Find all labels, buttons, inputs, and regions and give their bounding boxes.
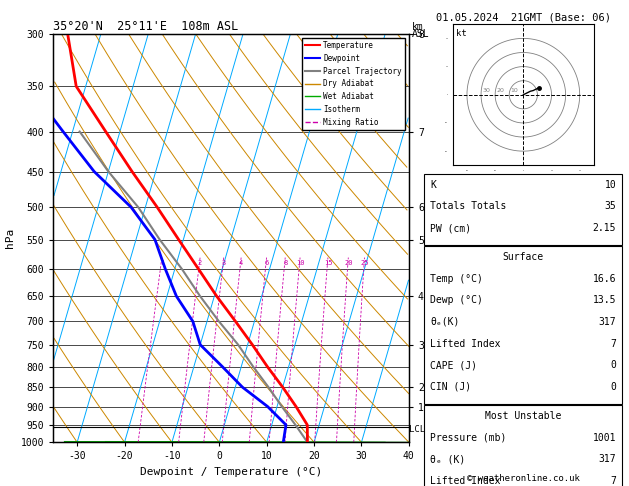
Text: 7: 7 [610,339,616,348]
Legend: Temperature, Dewpoint, Parcel Trajectory, Dry Adiabat, Wet Adiabat, Isotherm, Mi: Temperature, Dewpoint, Parcel Trajectory… [302,38,405,130]
Text: 15: 15 [324,260,332,265]
Text: Totals Totals: Totals Totals [430,201,507,211]
Bar [425,246,622,403]
Text: θₑ (K): θₑ (K) [430,454,465,464]
Text: 3: 3 [221,260,226,265]
Text: 2: 2 [198,260,202,265]
Text: LCL: LCL [409,425,426,434]
Text: 317: 317 [599,317,616,327]
Text: CAPE (J): CAPE (J) [430,360,477,370]
Y-axis label: Mixing Ratio (g/kg): Mixing Ratio (g/kg) [438,187,447,289]
Text: CIN (J): CIN (J) [430,382,472,392]
Text: 13.5: 13.5 [593,295,616,305]
Text: 0: 0 [610,382,616,392]
Text: © weatheronline.co.uk: © weatheronline.co.uk [467,474,580,483]
Text: 35: 35 [604,201,616,211]
Bar [425,174,622,245]
Text: Dewp (°C): Dewp (°C) [430,295,483,305]
Y-axis label: hPa: hPa [6,228,15,248]
Text: 10: 10 [604,180,616,190]
Text: 317: 317 [599,454,616,464]
Text: PW (cm): PW (cm) [430,223,472,233]
Text: kt: kt [455,29,467,37]
Text: 16.6: 16.6 [593,274,616,284]
Text: 01.05.2024  21GMT (Base: 06): 01.05.2024 21GMT (Base: 06) [436,12,611,22]
Text: 1: 1 [160,260,164,265]
Text: 20: 20 [344,260,353,265]
Text: Pressure (mb): Pressure (mb) [430,433,507,443]
Text: 25: 25 [360,260,369,265]
Text: Lifted Index: Lifted Index [430,339,501,348]
Text: Surface: Surface [503,252,544,262]
Text: ASL: ASL [412,29,430,39]
Text: θₑ(K): θₑ(K) [430,317,460,327]
Text: 20: 20 [496,88,504,93]
Text: 35°20'N  25°11'E  108m ASL: 35°20'N 25°11'E 108m ASL [53,20,239,33]
Text: 1001: 1001 [593,433,616,443]
Bar [425,405,622,486]
Text: K: K [430,180,437,190]
Text: Lifted Index: Lifted Index [430,476,501,486]
Text: 8: 8 [283,260,287,265]
Text: km: km [412,21,424,32]
Text: 0: 0 [610,360,616,370]
Text: 30: 30 [482,88,491,93]
Text: 7: 7 [610,476,616,486]
Text: 6: 6 [264,260,269,265]
Text: 2.15: 2.15 [593,223,616,233]
Text: 10: 10 [511,88,518,93]
Text: Temp (°C): Temp (°C) [430,274,483,284]
Text: 10: 10 [296,260,304,265]
Text: 4: 4 [239,260,243,265]
Text: Most Unstable: Most Unstable [485,411,562,421]
X-axis label: Dewpoint / Temperature (°C): Dewpoint / Temperature (°C) [140,467,322,477]
